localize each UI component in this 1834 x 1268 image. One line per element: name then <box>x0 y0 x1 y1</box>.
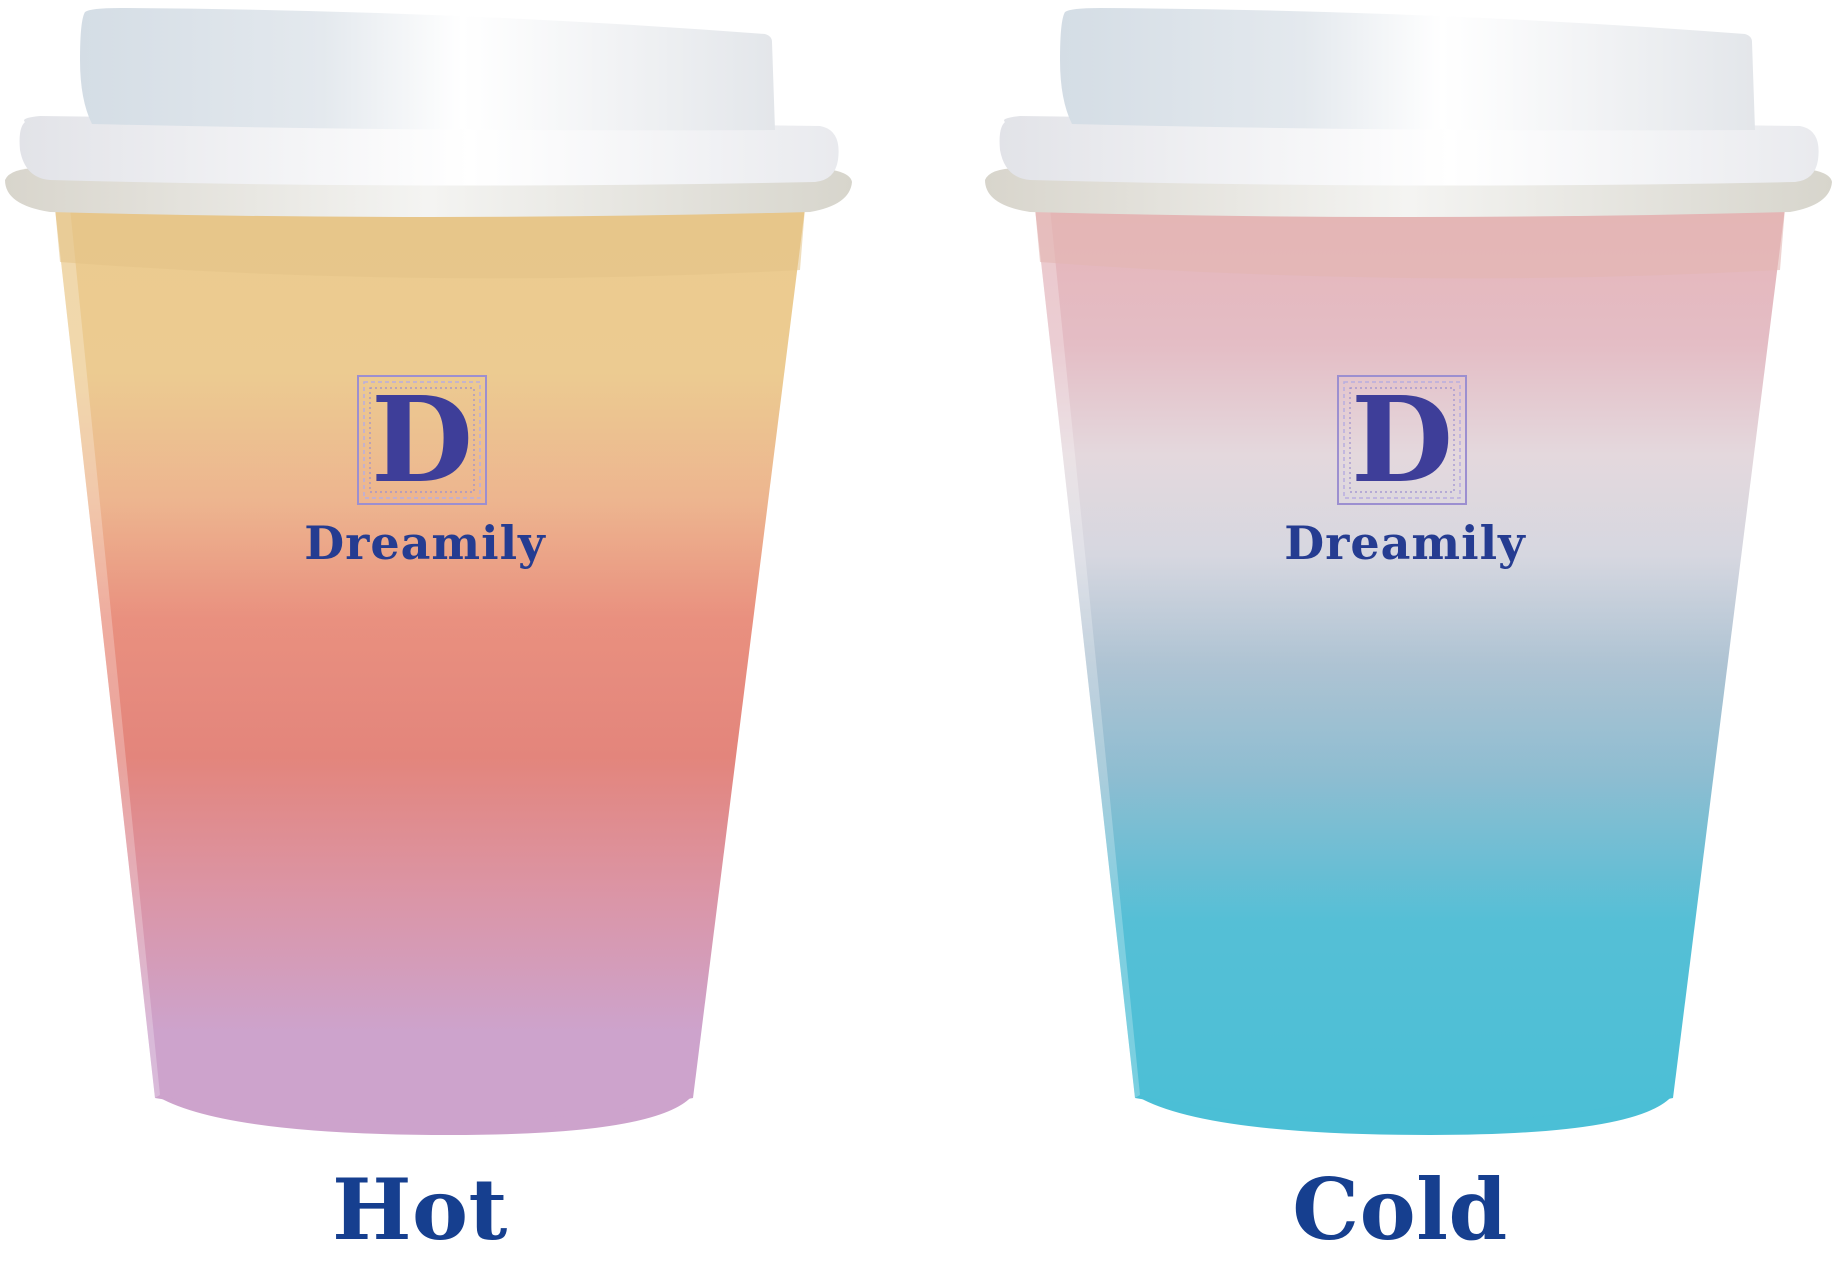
lid-rim <box>999 116 1819 186</box>
logo-letter: D <box>370 370 474 509</box>
brand-name: Dreamily <box>304 516 546 570</box>
d-logo <box>1337 375 1467 505</box>
lid-rim <box>19 116 839 186</box>
lid-top <box>80 8 775 131</box>
lid-top <box>1060 8 1755 131</box>
cold-caption: Cold <box>1292 1160 1508 1259</box>
hot-cup-block: D Dreamily Hot <box>0 0 860 1268</box>
d-logo <box>357 375 487 505</box>
cup-bottom <box>1135 1095 1673 1135</box>
hot-caption: Hot <box>332 1160 508 1259</box>
cold-cup-illustration <box>985 8 1832 1135</box>
cup-body <box>55 208 805 1123</box>
cup-bottom <box>155 1095 693 1135</box>
cup-body <box>1035 208 1785 1123</box>
hot-cup-illustration <box>5 8 852 1135</box>
brand-name: Dreamily <box>1284 516 1526 570</box>
logo-letter: D <box>1350 370 1454 509</box>
cold-cup-block: D Dreamily Cold <box>980 0 1834 1268</box>
